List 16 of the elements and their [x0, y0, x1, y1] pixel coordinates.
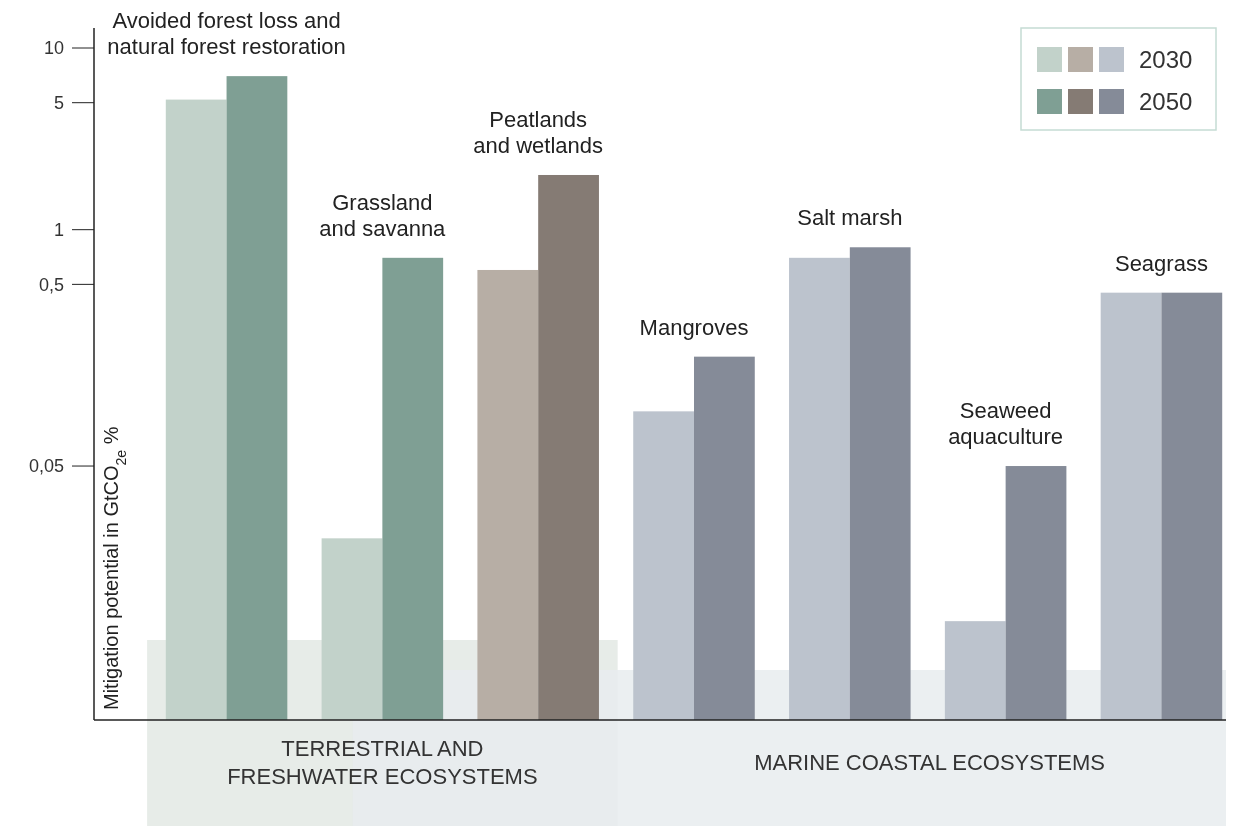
text: TERRESTRIAL AND FRESHWATER ECOSYSTEMS: [227, 736, 538, 789]
legend-label: 2050: [1139, 88, 1193, 116]
y-tick-label: 1: [53, 219, 64, 240]
text: MARINE COASTAL ECOSYSTEMS: [754, 750, 1106, 775]
legend-label: 2030: [1139, 46, 1193, 74]
x-tick-label: Mangroves: [639, 314, 749, 340]
x-tick-label: Seaweed aquaculture: [948, 398, 1064, 450]
y-tick-label: 0,05: [28, 456, 64, 477]
y-tick-label: 5: [53, 92, 64, 113]
x-tick-label: Peatlands and wetlands: [473, 106, 604, 158]
x-tick-label: Salt marsh: [797, 205, 903, 231]
x-tick-label: Grassland and savanna: [319, 189, 447, 241]
y-tick-label: 0,5: [38, 274, 64, 295]
x-tick-label: Avoided forest loss and natural forest restoration: [107, 8, 346, 60]
y-tick-label: 10: [43, 38, 64, 59]
x-tick-label: Seagrass: [1114, 250, 1208, 276]
